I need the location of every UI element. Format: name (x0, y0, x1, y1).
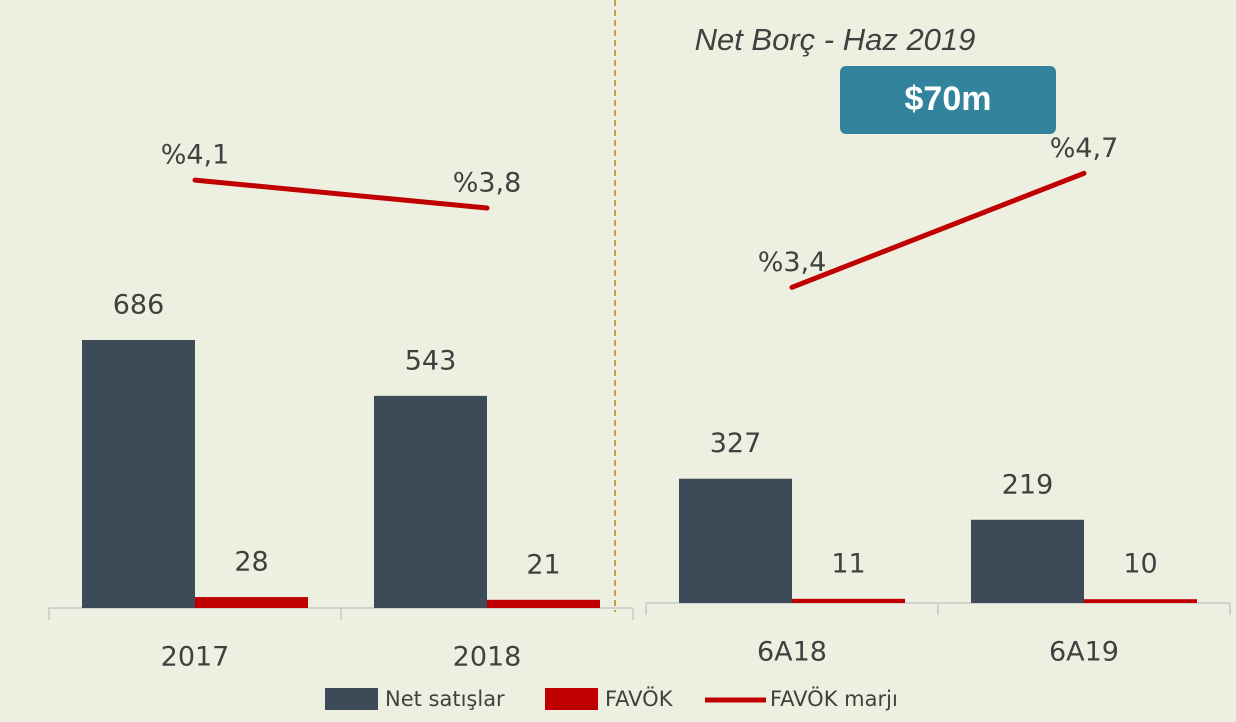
bar (487, 599, 600, 608)
annotation-value: $70m (905, 80, 992, 118)
data-label: 11 (831, 548, 865, 579)
x-tick-label: 6A18 (757, 637, 827, 668)
data-label: 327 (710, 428, 762, 459)
bar (792, 598, 905, 603)
data-label: 10 (1123, 549, 1157, 580)
data-label: %4,1 (161, 140, 230, 171)
bar (374, 395, 487, 608)
data-label: 686 (113, 290, 165, 321)
annotation-title: Net Borç - Haz 2019 (695, 22, 976, 57)
data-label: %3,4 (758, 247, 827, 278)
bar (1084, 599, 1197, 603)
bar (195, 597, 308, 608)
data-label: %3,8 (453, 168, 522, 199)
legend-swatch (325, 688, 378, 710)
data-label: 219 (1002, 469, 1054, 500)
legend-label: FAVÖK marjı (770, 686, 898, 711)
bar (679, 478, 792, 603)
x-tick-label: 6A19 (1049, 637, 1119, 668)
line (192, 177, 490, 211)
data-label: %4,7 (1050, 133, 1119, 164)
bar (971, 519, 1084, 603)
annotation-box (840, 66, 1056, 134)
legend-label: FAVÖK (605, 686, 674, 711)
legend-label: Net satışlar (385, 687, 505, 711)
data-label: 543 (405, 345, 457, 376)
line (789, 170, 1087, 290)
x-tick-label: 2017 (161, 642, 230, 673)
legend-swatch (545, 688, 598, 710)
x-tick-label: 2018 (453, 642, 522, 673)
data-label: 21 (526, 549, 560, 580)
data-label: 28 (234, 547, 268, 578)
bar (82, 340, 195, 608)
